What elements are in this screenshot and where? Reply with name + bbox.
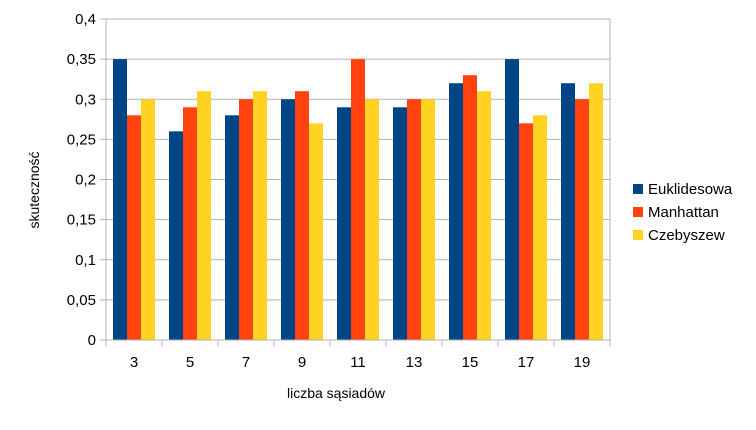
x-tick-label: 7 [242, 354, 250, 371]
x-tick-label: 13 [406, 354, 423, 371]
bar-euklidesowa-3 [113, 59, 127, 340]
bar-manhattan-11 [351, 59, 365, 340]
y-axis-title: skuteczność [26, 151, 42, 228]
bar-euklidesowa-19 [561, 83, 575, 340]
bar-euklidesowa-7 [225, 115, 239, 340]
y-tick-label: 0 [88, 332, 96, 349]
bar-czebyszew-15 [477, 91, 491, 340]
x-tick-label: 19 [574, 354, 591, 371]
bar-euklidesowa-17 [505, 59, 519, 340]
x-tick-label: 11 [350, 354, 366, 371]
bar-czebyszew-19 [589, 83, 603, 340]
bar-czebyszew-7 [253, 91, 267, 340]
bar-euklidesowa-13 [393, 107, 407, 341]
bar-manhattan-17 [519, 123, 533, 340]
bar-manhattan-7 [239, 99, 253, 340]
y-tick-label: 0,35 [67, 51, 96, 68]
bar-manhattan-5 [183, 107, 197, 341]
y-tick-label: 0,4 [75, 11, 96, 28]
bar-manhattan-13 [407, 99, 421, 340]
bar-euklidesowa-15 [449, 83, 463, 340]
y-tick-label: 0,05 [67, 292, 96, 309]
y-tick-label: 0,1 [75, 252, 96, 269]
bar-euklidesowa-5 [169, 131, 183, 340]
legend-swatch-manhattan [633, 207, 643, 217]
x-tick-label: 17 [518, 354, 535, 371]
y-tick-label: 0,15 [67, 212, 96, 229]
legend-swatch-euklidesowa [633, 184, 643, 194]
bar-euklidesowa-11 [337, 107, 351, 341]
legend-label-manhattan: Manhattan [648, 204, 719, 221]
x-tick-label: 15 [462, 354, 479, 371]
legend: Euklidesowa Manhattan Czebyszew [633, 181, 733, 244]
bar-czebyszew-11 [365, 99, 379, 340]
bar-manhattan-19 [575, 99, 589, 340]
bar-euklidesowa-9 [281, 99, 295, 340]
y-tick-label: 0,2 [75, 172, 96, 189]
bar-manhattan-15 [463, 75, 477, 341]
bar-manhattan-3 [127, 115, 141, 340]
legend-label-euklidesowa: Euklidesowa [648, 181, 733, 198]
x-tick-label: 3 [130, 354, 138, 371]
bar-manhattan-9 [295, 91, 309, 340]
legend-swatch-czebyszew [633, 230, 643, 240]
tick-labels: 0 0,05 0,1 0,15 0,2 0,25 0,3 0,35 0,4 3 5 7 9 11 13 15 1… [67, 11, 591, 371]
axes [100, 18, 611, 346]
bars [113, 59, 603, 341]
bar-czebyszew-9 [309, 123, 323, 340]
y-tick-label: 0,3 [75, 91, 96, 108]
y-tick-label: 0,25 [67, 131, 96, 148]
x-tick-label: 9 [298, 354, 306, 371]
x-tick-label: 5 [186, 354, 194, 371]
legend-label-czebyszew: Czebyszew [648, 227, 725, 244]
x-axis-title: liczba sąsiadów [287, 385, 386, 401]
bar-czebyszew-5 [197, 91, 211, 340]
bar-czebyszew-17 [533, 115, 547, 340]
bar-czebyszew-3 [141, 99, 155, 340]
bar-czebyszew-13 [421, 99, 435, 340]
